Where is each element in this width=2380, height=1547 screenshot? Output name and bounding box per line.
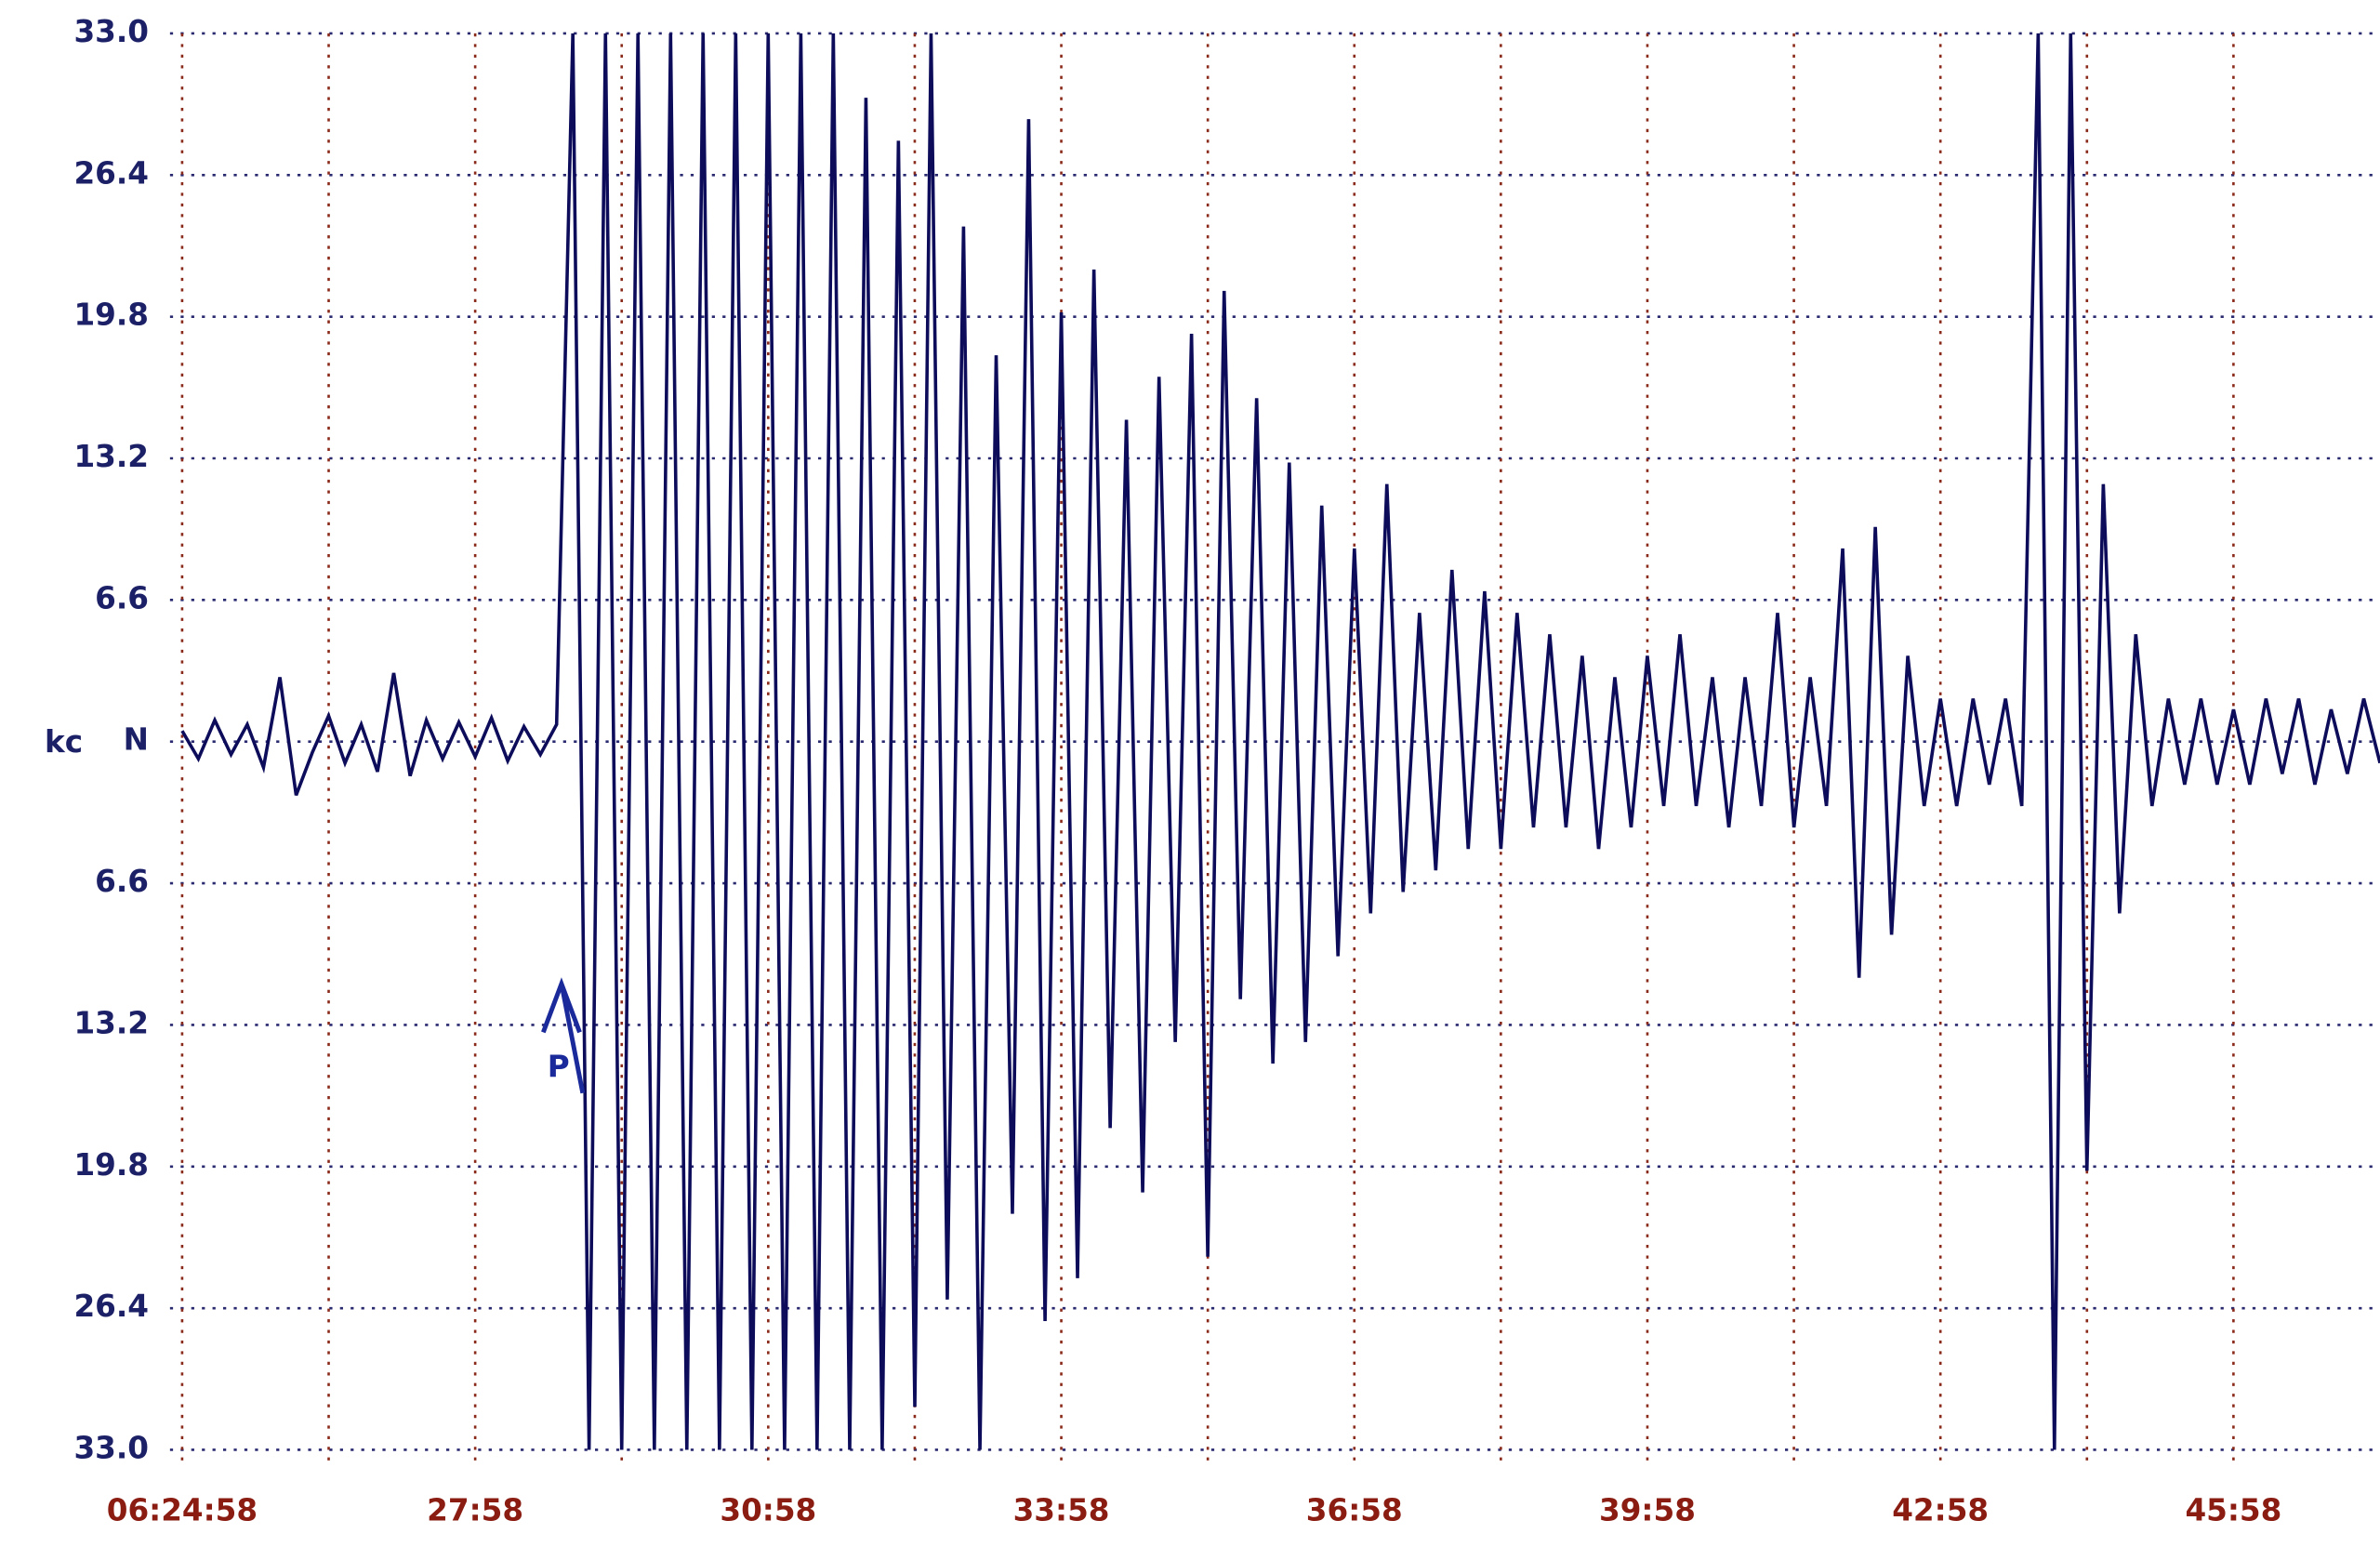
y-tick-label: 6.6: [95, 580, 149, 615]
grid: [169, 32, 2380, 1462]
x-tick-label: 33:58: [1013, 1492, 1110, 1527]
x-tick-label: 06:24:58: [107, 1492, 258, 1527]
arrival-arrow: [541, 977, 586, 1094]
y-tick-label: 19.8: [73, 298, 149, 333]
y-tick-label: 19.8: [73, 1147, 149, 1183]
y-tick-label: 33.0: [73, 1430, 149, 1465]
labels: kc 33.0 26.4 19.8 13.2 6.6 N 6.6 13.2 19.8 26.4 33…: [45, 14, 2281, 1528]
y-tick-label: 13.2: [73, 439, 149, 474]
x-tick-label: 36:58: [1306, 1492, 1403, 1527]
y-tick-label: 26.4: [73, 155, 149, 191]
x-tick-label: 27:58: [427, 1492, 523, 1527]
trace-layer: [180, 33, 2380, 1450]
arrival-label: P: [548, 1050, 570, 1085]
x-tick-label: 42:58: [1892, 1492, 1989, 1527]
x-tick-label: 45:58: [2185, 1492, 2281, 1527]
y-tick-label: 13.2: [73, 1005, 149, 1040]
x-tick-label: 39:58: [1599, 1492, 1696, 1527]
y-tick-label: 26.4: [73, 1289, 149, 1324]
y-tick-label: N: [124, 722, 149, 758]
y-tick-label: 6.6: [95, 864, 149, 899]
seismic-trace: [180, 33, 2380, 1450]
y-tick-label: 33.0: [73, 14, 149, 49]
y-axis-label: kc: [45, 724, 83, 760]
x-tick-label: 30:58: [720, 1492, 816, 1527]
